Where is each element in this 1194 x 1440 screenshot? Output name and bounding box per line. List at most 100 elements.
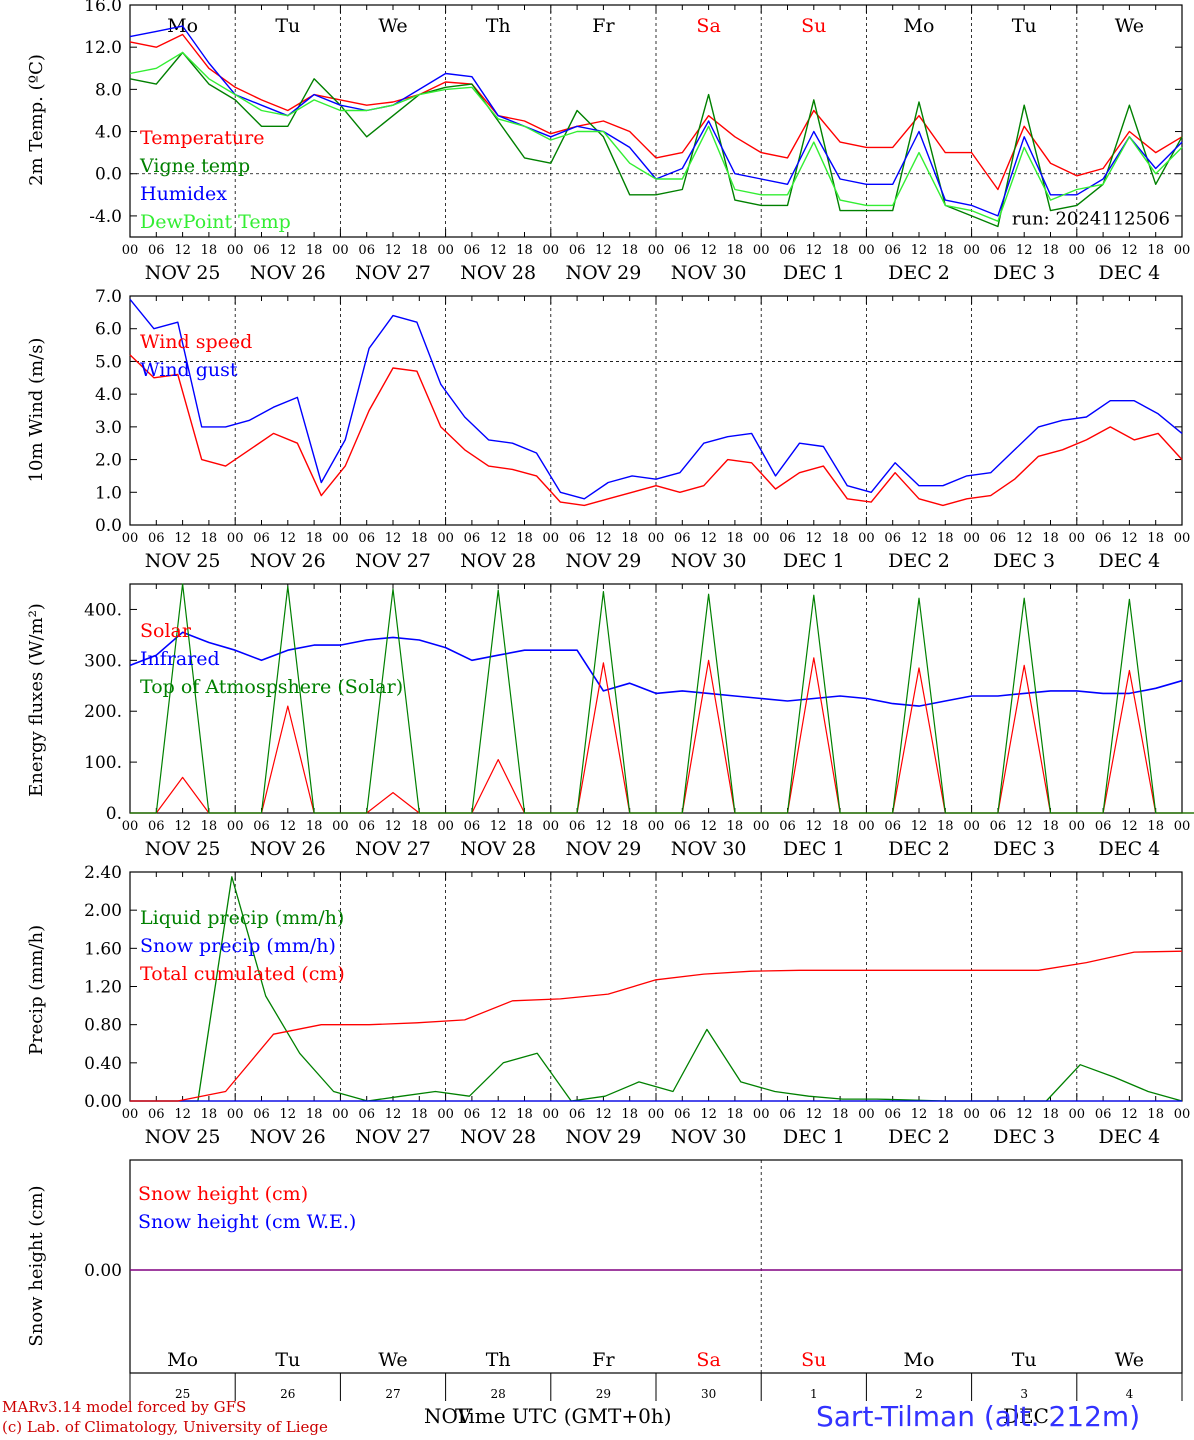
hour-tick-label: 12 [806,819,823,834]
hour-tick-label: 00 [648,531,665,546]
weekday-label: Tu [275,1349,300,1371]
hour-tick-label: 00 [1069,531,1086,546]
series-line-top-of-atmospshere-(solar) [130,583,1194,814]
station-name: Sart-Tilman (alt. 212m) [816,1400,1141,1433]
y-tick-label: 0.00 [84,1261,122,1281]
legend-entry: Snow height (cm W.E.) [138,1211,356,1233]
y-tick-label: 5.0 [95,352,122,372]
legend-entry: Infrared [140,648,220,670]
hour-tick-label: 18 [411,531,428,546]
hour-tick-label: 18 [1147,1107,1164,1122]
x-axis-title: Time UTC (GMT+0h) [455,1404,672,1428]
hour-tick-label: 12 [490,243,507,258]
legend-entry: Snow height (cm) [138,1183,308,1205]
hour-tick-label: 18 [937,531,954,546]
hour-tick-label: 00 [963,243,980,258]
hour-tick-label: 18 [621,531,638,546]
hour-tick-label: 18 [306,243,323,258]
hour-tick-label: 06 [674,243,691,258]
date-label: DEC 1 [783,550,845,572]
hour-tick-label: 00 [122,531,139,546]
weekday-label: We [1115,15,1144,37]
hour-tick-label: 12 [385,531,402,546]
y-tick-label: 0.0 [95,516,122,536]
hour-tick-label: 06 [779,243,796,258]
hour-tick-label: 18 [621,243,638,258]
date-label: NOV 26 [250,838,326,860]
date-label: NOV 29 [565,1126,641,1148]
hour-tick-label: 06 [358,819,375,834]
hour-tick-label: 12 [911,243,928,258]
hour-tick-label: 06 [358,531,375,546]
hour-tick-label: 12 [700,243,717,258]
legend-entry: Temperature [140,127,264,149]
hour-tick-label: 18 [201,819,218,834]
hour-tick-label: 06 [884,1107,901,1122]
hour-tick-label: 18 [621,1107,638,1122]
y-tick-label: 12.0 [84,38,122,58]
series-line-temperature [129,33,1183,191]
series-line-solar [130,657,1194,814]
hour-tick-label: 12 [280,819,297,834]
hour-tick-label: 00 [122,243,139,258]
series-line-vigne-temp [129,51,1183,228]
hour-tick-label: 00 [332,531,349,546]
y-tick-label: 0.80 [84,1016,122,1036]
y-tick-label: 300. [84,651,122,671]
date-label: NOV 30 [671,1126,747,1148]
hour-tick-label: 06 [779,1107,796,1122]
hour-tick-label: 12 [911,531,928,546]
date-label: NOV 28 [460,262,536,284]
date-label: DEC 4 [1099,838,1161,860]
hour-tick-label: 00 [332,819,349,834]
y-tick-label: 100. [84,753,122,773]
hour-tick-label: 18 [1042,531,1059,546]
hour-tick-label: 12 [1121,243,1138,258]
weekday-label: Th [486,15,511,37]
hour-tick-label: 06 [253,243,270,258]
date-label: NOV 30 [671,262,747,284]
hour-tick-label: 12 [174,243,191,258]
day-number: 4 [1126,1387,1134,1401]
hour-tick-label: 06 [884,243,901,258]
hour-tick-label: 00 [1174,243,1191,258]
legend-entry: Liquid precip (mm/h) [140,907,344,929]
weekday-label: Sa [696,15,720,37]
hour-tick-label: 18 [727,531,744,546]
day-number: 25 [175,1387,190,1401]
y-tick-label: 2.40 [84,863,122,883]
hour-tick-label: 06 [464,819,481,834]
hour-tick-label: 12 [174,819,191,834]
legend-entry: Solar [140,620,192,642]
hour-tick-label: 12 [385,819,402,834]
date-label: NOV 26 [250,550,326,572]
hour-tick-label: 00 [753,243,770,258]
hour-tick-label: 06 [674,819,691,834]
y-axis-label: Energy fluxes (W/m²) [26,603,47,797]
hour-tick-label: 18 [937,243,954,258]
hour-tick-label: 00 [648,243,665,258]
date-label: NOV 29 [565,838,641,860]
hour-tick-label: 12 [1121,819,1138,834]
hour-tick-label: 00 [1174,531,1191,546]
hour-tick-label: 06 [674,1107,691,1122]
hour-tick-label: 12 [911,1107,928,1122]
hour-tick-label: 12 [1121,531,1138,546]
hour-tick-label: 06 [779,531,796,546]
y-axis-label: Precip (mm/h) [26,925,47,1055]
hour-tick-label: 18 [411,819,428,834]
hour-tick-label: 06 [884,531,901,546]
hour-tick-label: 00 [437,1107,454,1122]
hour-tick-label: 06 [253,819,270,834]
date-label: NOV 26 [250,1126,326,1148]
weekday-label: Tu [275,15,300,37]
series-line-wind-speed [129,354,1183,507]
hour-tick-label: 06 [358,243,375,258]
hour-tick-label: 18 [937,1107,954,1122]
hour-tick-label: 18 [832,243,849,258]
hour-tick-label: 00 [122,819,139,834]
hour-tick-label: 18 [306,819,323,834]
month-label-nov: NOV [424,1404,472,1428]
date-label: DEC 1 [783,838,845,860]
y-tick-label: 7.0 [95,287,122,307]
